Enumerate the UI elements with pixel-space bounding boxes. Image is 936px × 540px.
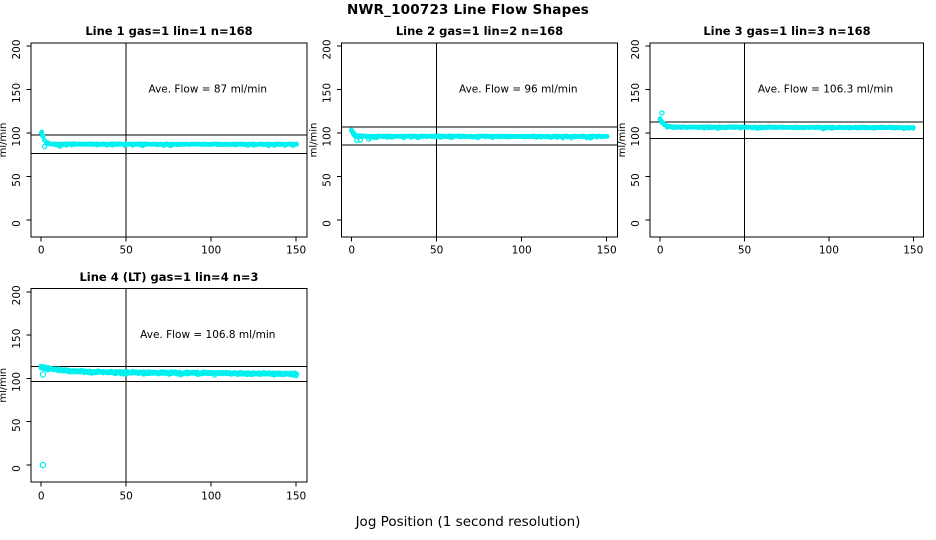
figure-title: NWR_100723 Line Flow Shapes <box>346 2 590 18</box>
svg-text:200: 200 <box>11 285 23 305</box>
svg-text:50: 50 <box>630 173 642 186</box>
svg-text:100: 100 <box>11 126 23 146</box>
svg-text:100: 100 <box>819 245 839 257</box>
ave-flow-annotation: Ave. Flow = 96 ml/min <box>459 84 578 96</box>
svg-text:100: 100 <box>11 372 23 392</box>
svg-text:100: 100 <box>630 126 642 146</box>
svg-text:0: 0 <box>38 491 45 503</box>
svg-text:150: 150 <box>903 245 923 257</box>
svg-text:150: 150 <box>322 83 334 103</box>
svg-text:150: 150 <box>11 329 23 349</box>
y-axis-label: ml/min <box>617 123 628 158</box>
svg-text:0: 0 <box>657 245 664 257</box>
svg-text:50: 50 <box>11 419 23 432</box>
svg-text:150: 150 <box>630 83 642 103</box>
svg-text:50: 50 <box>738 245 751 257</box>
svg-text:0: 0 <box>630 220 642 227</box>
svg-text:200: 200 <box>630 39 642 59</box>
y-axis-label: ml/min <box>0 123 9 158</box>
svg-text:50: 50 <box>120 245 133 257</box>
svg-text:150: 150 <box>11 83 23 103</box>
svg-text:0: 0 <box>322 220 334 227</box>
svg-text:50: 50 <box>322 173 334 186</box>
ave-flow-annotation: Ave. Flow = 87 ml/min <box>149 84 268 96</box>
svg-text:50: 50 <box>11 173 23 186</box>
svg-text:100: 100 <box>512 245 532 257</box>
svg-text:50: 50 <box>120 491 133 503</box>
svg-text:50: 50 <box>430 245 443 257</box>
panel1-title: Line 1 gas=1 lin=1 n=168 <box>85 24 253 38</box>
figure-x-axis-label: Jog Position (1 second resolution) <box>355 514 581 530</box>
ave-flow-annotation: Ave. Flow = 106.3 ml/min <box>758 84 893 96</box>
svg-text:0: 0 <box>38 245 45 257</box>
y-axis-label: ml/min <box>309 123 320 158</box>
svg-text:200: 200 <box>322 39 334 59</box>
svg-text:0: 0 <box>348 245 355 257</box>
panel4-title: Line 4 (LT) gas=1 lin=4 n=3 <box>79 270 259 284</box>
svg-text:0: 0 <box>11 465 23 472</box>
panel2-title: Line 2 gas=1 lin=2 n=168 <box>395 24 564 38</box>
svg-text:100: 100 <box>322 126 334 146</box>
y-axis-label: ml/min <box>0 368 9 403</box>
svg-text:0: 0 <box>11 220 23 227</box>
svg-text:150: 150 <box>286 491 306 503</box>
ave-flow-annotation: Ave. Flow = 106.8 ml/min <box>140 329 275 341</box>
panel3-title: Line 3 gas=1 lin=3 n=168 <box>703 24 871 38</box>
svg-text:150: 150 <box>597 245 617 257</box>
svg-text:100: 100 <box>201 245 221 257</box>
svg-text:200: 200 <box>11 39 23 59</box>
svg-text:100: 100 <box>201 491 221 503</box>
svg-text:150: 150 <box>286 245 306 257</box>
